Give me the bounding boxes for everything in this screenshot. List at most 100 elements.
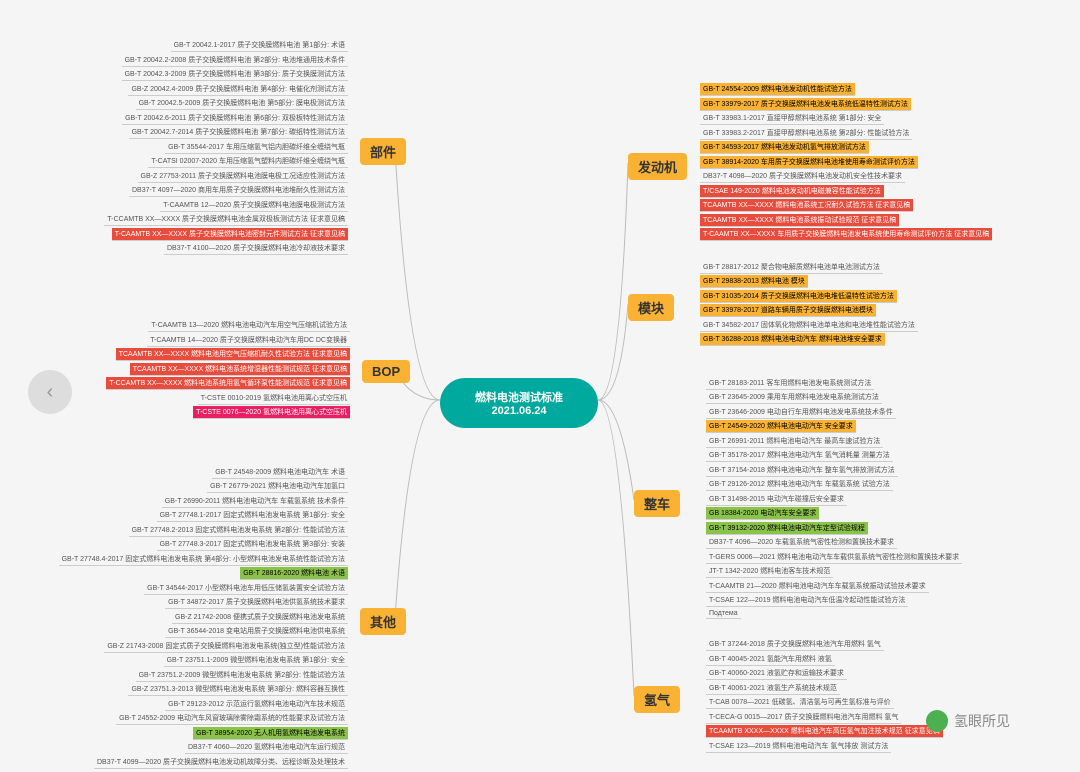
leaf-item[interactable]: TCAAMTB XXXX—XXXX 燃料电池汽车高压氢气加注技术规范 征求意见稿 <box>706 725 943 738</box>
leaf-item[interactable]: GB-T 23751.2-2009 微型燃料电池发电系统 第2部分: 性能试验方… <box>136 669 348 682</box>
branch-label[interactable]: 其他 <box>360 608 406 635</box>
center-node: 燃料电池测试标准 2021.06.24 <box>440 378 598 428</box>
leaf-item[interactable]: TCAAMTB XX—XXXX 燃料电池用空气压缩机耐久性试验方法 征求意见稿 <box>116 348 350 361</box>
leaf-item[interactable]: T-CAAMTB 13—2020 燃料电池电动汽车用空气压缩机试验方法 <box>148 319 350 332</box>
leaf-item[interactable]: GB-T 33979-2017 质子交换膜燃料电池发电系统低温特性测试方法 <box>700 98 911 111</box>
leaf-item[interactable]: GB-Z 21743-2008 固定式质子交换膜燃料电池发电系统(独立型)性能试… <box>104 640 348 653</box>
leaf-item[interactable]: DB37-T 4100—2020 质子交换膜燃料电池冷却液技术要求 <box>164 242 348 255</box>
branch-label[interactable]: 氢气 <box>634 686 680 713</box>
branch-label[interactable]: BOP <box>362 360 410 383</box>
leaf-item[interactable]: GB-T 27748.4-2017 固定式燃料电池发电系统 第4部分: 小型燃料… <box>59 553 348 566</box>
leaf-item[interactable]: GB-T 24552-2009 电动汽车风窗玻璃除雾除霜系统的性能要求及试验方法 <box>116 712 348 725</box>
leaf-item[interactable]: TCAAMTB XX—XXXX 燃料电池系统振动试验规范 征求意见稿 <box>700 214 899 227</box>
leaf-item[interactable]: GB-T 24549-2020 燃料电池电动汽车 安全要求 <box>706 420 856 433</box>
leaf-item[interactable]: GB-T 34544-2017 小型燃料电池车用低压储氢装置安全试验方法 <box>144 582 348 595</box>
leaf-item[interactable]: GB-T 31035-2014 质子交换膜燃料电池电堆低温特性试验方法 <box>700 290 897 303</box>
leaf-item[interactable]: GB-T 20042.2-2008 质子交换膜燃料电池 第2部分: 电池堆通用技… <box>122 54 348 67</box>
center-title: 燃料电池测试标准 <box>475 389 563 405</box>
leaf-item[interactable]: GB-T 28817-2012 聚合物电解质燃料电池单电池测试方法 <box>700 261 883 274</box>
leaf-item[interactable]: Подтема <box>706 609 741 619</box>
leaf-item[interactable]: GB-T 26779-2021 燃料电池电动汽车加氢口 <box>207 480 348 493</box>
leaf-item[interactable]: GB-T 20042.5-2009 质子交换膜燃料电池 第5部分: 膜电极测试方… <box>136 97 348 110</box>
leaf-item[interactable]: GB-T 33978-2017 道路车辆用质子交换膜燃料电池模块 <box>700 304 876 317</box>
leaf-item[interactable]: GB-T 35544-2017 车用压缩氢气铝内胆碳纤维全缠绕气瓶 <box>165 141 348 154</box>
leaf-item[interactable]: GB-T 24554-2009 燃料电池发动机性能试验方法 <box>700 83 855 96</box>
leaf-item[interactable]: T-CAAMTB 14—2020 质子交换膜燃料电动汽车用DC DC变换器 <box>147 334 350 347</box>
leaf-item[interactable]: T-CECA-G 0015—2017 质子交换膜燃料电池汽车用燃料 氢气 <box>706 711 901 724</box>
leaf-item[interactable]: GB-T 34593-2017 燃料电池发动机氢气排放测试方法 <box>700 141 869 154</box>
leaf-item[interactable]: GB-T 20042.3-2009 质子交换膜燃料电池 第3部分: 质子交换膜测… <box>122 68 348 81</box>
leaf-item[interactable]: DB37-T 4060—2020 氢燃料电池电动汽车运行规范 <box>185 741 348 754</box>
leaf-item[interactable]: DB37-T 4099—2020 质子交换膜燃料电池发动机故障分类、远程诊断及处… <box>94 756 348 769</box>
nav-prev-button[interactable]: ‹ <box>28 370 72 414</box>
leaf-item[interactable]: GB-T 27748.1-2017 固定式燃料电池发电系统 第1部分: 安全 <box>157 509 348 522</box>
leaf-item[interactable]: GB-T 27748.3-2017 固定式燃料电池发电系统 第3部分: 安装 <box>157 538 348 551</box>
branch-label[interactable]: 部件 <box>360 138 406 165</box>
leaf-item[interactable]: GB-T 40061-2021 液氢生产系统技术规范 <box>706 682 840 695</box>
leaf-item[interactable]: DB37-T 4097—2020 商用车用质子交换膜燃料电池堆耐久性测试方法 <box>129 184 348 197</box>
leaf-item[interactable]: T-CAAMTB XX—XXXX 质子交换膜燃料电池密封元件测试方法 征求意见稿 <box>112 228 348 241</box>
branch-label[interactable]: 模块 <box>628 294 674 321</box>
leaf-item[interactable]: T-GERS 0006—2021 燃料电池电动汽车车载供氢系统气密性检测和置换技… <box>706 551 962 564</box>
leaf-item[interactable]: GB-T 27748.2-2013 固定式燃料电池发电系统 第2部分: 性能试验… <box>129 524 348 537</box>
leaf-item[interactable]: TCAAMTB XX—XXXX 燃料电池系统增湿器性能测试规范 征求意见稿 <box>130 363 350 376</box>
leaf-item[interactable]: GB-T 20042.7-2014 质子交换膜燃料电池 第7部分: 碳纸特性测试… <box>129 126 348 139</box>
chevron-left-icon: ‹ <box>47 381 54 404</box>
leaf-item[interactable]: T-CAAMTB XX—XXXX 车用质子交换膜燃料电池发电系统使用寿命测试评价… <box>700 228 992 241</box>
leaf-item[interactable]: GB-T 24548-2009 燃料电池电动汽车 术语 <box>212 466 348 479</box>
watermark-text: 氢眼所见 <box>954 711 1010 731</box>
leaf-item[interactable]: GB-Z 27753-2011 质子交换膜燃料电池膜电极工况适应性测试方法 <box>138 170 348 183</box>
leaf-item[interactable]: GB-T 33983.1-2017 直接甲醇燃料电池系统 第1部分: 安全 <box>700 112 884 125</box>
leaf-item[interactable]: GB-T 28183-2011 客车用燃料电池发电系统测试方法 <box>706 377 874 390</box>
mindmap-canvas: 燃料电池测试标准 2021.06.24 ‹ 氢眼所见 部件 GB-T 20042.… <box>0 0 1080 772</box>
leaf-item[interactable]: DB37-T 4098—2020 质子交换膜燃料电池发动机安全性技术要求 <box>700 170 905 183</box>
leaf-item[interactable]: GB-T 35178-2017 燃料电池电动汽车 氢气消耗量 测量方法 <box>706 449 893 462</box>
leaf-item[interactable]: GB-T 23751.1-2009 微型燃料电池发电系统 第1部分: 安全 <box>164 654 348 667</box>
leaf-item[interactable]: GB-T 23646-2009 电动自行车用燃料电池发电系统技术条件 <box>706 406 896 419</box>
leaf-item[interactable]: GB-T 29838-2013 燃料电池 模块 <box>700 275 808 288</box>
leaf-item[interactable]: GB-T 39132-2020 燃料电池电动汽车定型试验规程 <box>706 522 868 535</box>
leaf-item[interactable]: GB-Z 21742-2008 便携式质子交换膜燃料电池发电系统 <box>172 611 348 624</box>
leaf-item[interactable]: GB-T 37244-2018 质子交换膜燃料电池汽车用燃料 氢气 <box>706 638 884 651</box>
leaf-item[interactable]: T-CAAMTB 21—2020 燃料电池电动汽车车载氢系统振动试验技术要求 <box>706 580 929 593</box>
leaf-item[interactable]: TCAAMTB XX—XXXX 燃料电池系统工况耐久试验方法 征求意见稿 <box>700 199 913 212</box>
leaf-item[interactable]: GB-T 26991-2011 燃料电池电动汽车 最高车速试验方法 <box>706 435 883 448</box>
leaf-item[interactable]: GB-T 34582-2017 固体氧化物燃料电池单电池和电池堆性能试验方法 <box>700 319 918 332</box>
branch-label[interactable]: 发动机 <box>628 153 687 180</box>
leaf-item[interactable]: T-CSTE 0010-2019 氢燃料电池用离心式空压机 <box>198 392 350 405</box>
leaf-item[interactable]: GB-T 34872-2017 质子交换膜燃料电池供氢系统技术要求 <box>165 596 348 609</box>
leaf-item[interactable]: T-CATSI 02007-2020 车用压缩氢气塑料内胆碳纤维全缠绕气瓶 <box>148 155 348 168</box>
leaf-item[interactable]: T-CSAE 123—2019 燃料电池电动汽车 氢气排放 测试方法 <box>706 740 891 753</box>
branch-label[interactable]: 整车 <box>634 490 680 517</box>
center-subtitle: 2021.06.24 <box>491 405 546 417</box>
leaf-item[interactable]: GB-T 37154-2018 燃料电池电动汽车 整车氢气排放测试方法 <box>706 464 898 477</box>
leaf-item[interactable]: GB-T 38954-2020 无人机用氢燃料电池发电系统 <box>193 727 348 740</box>
leaf-item[interactable]: GB-Z 20042.4-2009 质子交换膜燃料电池 第4部分: 电催化剂测试… <box>128 83 348 96</box>
leaf-item[interactable]: GB-T 29126-2012 燃料电池电动汽车 车载氢系统 试验方法 <box>706 478 893 491</box>
leaf-item[interactable]: GB-T 40045-2021 氢能汽车用燃料 液氢 <box>706 653 835 666</box>
leaf-item[interactable]: T/CSAE 149-2020 燃料电池发动机电磁兼容性能试验方法 <box>700 185 884 198</box>
leaf-item[interactable]: T-CCAMTB XX—XXXX 燃料电池系统用氢气循环泵性能测试规范 征求意见… <box>106 377 350 390</box>
leaf-item[interactable]: GB-T 20042.1-2017 质子交换膜燃料电池 第1部分: 术语 <box>171 39 348 52</box>
leaf-item[interactable]: T-CAAMTB 12—2020 质子交换膜燃料电池膜电极测试方法 <box>160 199 348 212</box>
leaf-item[interactable]: GB-T 23645-2009 乘用车用燃料电池发电系统测试方法 <box>706 391 882 404</box>
leaf-item[interactable]: GB-T 38914-2020 车用质子交换膜燃料电池堆使用寿命测试评价方法 <box>700 156 918 169</box>
leaf-item[interactable]: GB-T 36288-2018 燃料电池电动汽车 燃料电池堆安全要求 <box>700 333 885 346</box>
leaf-item[interactable]: T-CSAE 122—2019 燃料电池电动汽车低温冷起动性能试验方法 <box>706 594 908 607</box>
leaf-item[interactable]: GB 18384-2020 电动汽车安全要求 <box>706 507 819 520</box>
leaf-item[interactable]: GB-T 20042.6-2011 质子交换膜燃料电池 第6部分: 双极板特性测… <box>122 112 348 125</box>
leaf-item[interactable]: T-CSTE 0076—2020 氢燃料电池用离心式空压机 <box>193 406 350 419</box>
leaf-item[interactable]: T-CAB 0078—2021 低碳氢、清洁氢与可再生氢标准与评价 <box>706 696 894 709</box>
leaf-item[interactable]: GB-T 40060-2021 液氢贮存和运输技术要求 <box>706 667 847 680</box>
leaf-item[interactable]: DB37-T 4096—2020 车载氢系统气密性检测和置换技术要求 <box>706 536 897 549</box>
leaf-item[interactable]: GB-T 31498-2015 电动汽车碰撞后安全要求 <box>706 493 847 506</box>
leaf-item[interactable]: JT-T 1342-2020 燃料电池客车技术规范 <box>706 565 833 578</box>
leaf-item[interactable]: GB-T 28816-2020 燃料电池 术语 <box>240 567 348 580</box>
leaf-item[interactable]: GB-T 26990-2011 燃料电池电动汽车 车载氢系统 技术条件 <box>162 495 348 508</box>
watermark: 氢眼所见 <box>926 710 1010 732</box>
leaf-item[interactable]: GB-T 33983.2-2017 直接甲醇燃料电池系统 第2部分: 性能试验方… <box>700 127 912 140</box>
leaf-item[interactable]: GB-Z 23751.3-2013 微型燃料电池发电系统 第3部分: 燃料容器互… <box>128 683 348 696</box>
leaf-item[interactable]: T-CCAMTB XX—XXXX 质子交换膜燃料电池金属双极板测试方法 征求意见… <box>104 213 348 226</box>
leaf-item[interactable]: GB-T 29123-2012 示范运行氢燃料电池电动汽车技术规范 <box>165 698 348 711</box>
leaf-item[interactable]: GB-T 36544-2018 变电站用质子交换膜燃料电池供电系统 <box>165 625 348 638</box>
